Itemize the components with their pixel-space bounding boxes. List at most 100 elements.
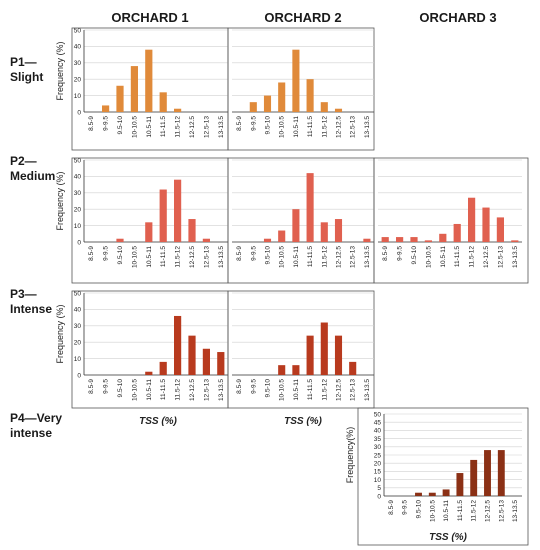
- x-tick-label: 12.5-13: [350, 116, 357, 138]
- bar: [159, 189, 167, 242]
- x-tick-label: 13-13.5: [512, 500, 519, 522]
- x-tick-label: 9.5-10: [265, 116, 272, 135]
- bar: [484, 450, 491, 496]
- y-tick-label: 20: [374, 461, 382, 468]
- x-tick-label: 12-12.5: [189, 116, 196, 138]
- bar: [320, 322, 328, 375]
- bar: [145, 49, 153, 112]
- x-tick-label: 9-9.5: [103, 379, 110, 394]
- x-tick-label: 13-13.5: [364, 246, 371, 268]
- y-tick-label: 0: [77, 372, 81, 379]
- x-axis-title: TSS (%): [284, 416, 322, 427]
- bar: [249, 102, 257, 112]
- x-tick-label: 13-13.5: [218, 246, 225, 268]
- x-tick-label: 9.5-10: [265, 246, 272, 265]
- x-tick-label: 10-10.5: [279, 116, 286, 138]
- y-tick-label: 40: [74, 174, 82, 181]
- x-tick-label: 10-10.5: [131, 246, 138, 268]
- row-label-p4-line2: intense: [10, 426, 52, 440]
- x-tick-label: 13-13.5: [218, 379, 225, 401]
- bar: [349, 361, 357, 375]
- row-labels: P1— Slight P2— Medium P3— Intense P4—Ver…: [10, 55, 62, 440]
- x-tick-label: 12.5-13: [350, 379, 357, 401]
- bar: [116, 238, 124, 242]
- x-tick-label: 8.5-9: [88, 246, 95, 261]
- x-tick-label: 11.5-12: [175, 246, 182, 268]
- column-title-orchard-1: ORCHARD 1: [111, 10, 188, 25]
- x-tick-label: 8.5-9: [236, 379, 243, 394]
- bar: [442, 489, 450, 496]
- bar: [202, 238, 210, 242]
- x-tick-label: 12.5-13: [203, 379, 210, 401]
- x-tick-label: 9-9.5: [103, 246, 110, 261]
- y-axis-title: Frequency (%): [55, 304, 65, 363]
- y-tick-label: 30: [374, 444, 382, 451]
- panel-frame: [227, 27, 375, 151]
- x-tick-label: 13-13.5: [218, 116, 225, 138]
- x-tick-label: 12-12.5: [189, 246, 196, 268]
- x-tick-label: 9.5-10: [416, 500, 423, 519]
- x-tick-label: 9-9.5: [103, 116, 110, 131]
- x-tick-label: 12-12.5: [336, 379, 343, 401]
- x-tick-label: 9-9.5: [397, 246, 404, 261]
- panel-p2-orchard-2: 8.5-9 9-9.5 9.5-10 10-10.5 10.5-11 11-11.5 11.…: [227, 157, 375, 284]
- x-tick-label: 11-11.5: [307, 246, 314, 267]
- y-tick-label: 45: [374, 420, 382, 427]
- row-label-p3-line1: P3—: [10, 287, 37, 301]
- bar: [263, 95, 272, 112]
- x-tick-label: 13-13.5: [364, 379, 371, 401]
- x-tick-label: 11.5-12: [321, 246, 328, 268]
- x-tick-label: 11.5-12: [321, 116, 328, 138]
- x-axis-title: TSS (%): [139, 416, 177, 427]
- x-tick-label: 10-10.5: [131, 379, 138, 401]
- panel-p2-orchard-3: 8.5-9 9-9.5 9.5-10 10-10.5 10.5-11 11-11.5 11.…: [373, 157, 529, 284]
- x-tick-label: 11-11.5: [454, 246, 461, 267]
- bar: [174, 179, 182, 242]
- bar: [188, 335, 196, 375]
- x-axis-title: TSS (%): [429, 532, 467, 543]
- bar: [174, 108, 182, 112]
- bar: [188, 219, 196, 242]
- bar: [428, 492, 436, 496]
- x-tick-label: 11.5-12: [175, 116, 182, 138]
- y-tick-label: 10: [74, 356, 82, 363]
- y-tick-label: 50: [74, 27, 82, 34]
- y-tick-label: 15: [374, 469, 382, 476]
- y-tick-label: 10: [74, 223, 82, 230]
- bar: [263, 238, 272, 242]
- x-tick-label: 11.5-12: [321, 379, 328, 401]
- x-tick-label: 10.5-11: [146, 379, 153, 401]
- x-tick-label: 9.5-10: [117, 379, 124, 398]
- bar: [334, 108, 343, 112]
- x-tick-label: 13-13.5: [512, 246, 519, 268]
- x-tick-label: 11.5-12: [471, 500, 478, 522]
- column-title-orchard-2: ORCHARD 2: [264, 10, 341, 25]
- y-axis-title: Frequency(%): [345, 427, 355, 484]
- x-tick-label: 9-9.5: [402, 500, 409, 515]
- x-tick-label: 10-10.5: [279, 246, 286, 268]
- x-tick-label: 10.5-11: [293, 379, 300, 401]
- bar: [482, 207, 490, 242]
- column-titles: ORCHARD 1 ORCHARD 2 ORCHARD 3: [111, 10, 496, 25]
- x-tick-label: 12-12.5: [336, 116, 343, 138]
- x-tick-label: 10-10.5: [425, 246, 432, 268]
- bar: [174, 315, 182, 375]
- y-tick-label: 10: [74, 93, 82, 100]
- bar: [130, 66, 138, 112]
- x-tick-label: 9.5-10: [117, 246, 124, 265]
- x-tick-label: 12-12.5: [189, 379, 196, 401]
- x-tick-label: 12-12.5: [483, 246, 490, 268]
- y-tick-label: 10: [374, 477, 382, 484]
- panel-p1-orchard-1: 0 10 20 30 40 50 8.5-9 9-9.5 9.5-10 10-10.5 10.5-1…: [55, 27, 229, 151]
- bar: [424, 240, 432, 242]
- bar: [116, 85, 124, 112]
- panel-p2-orchard-1: 0 10 20 30 40 50 8.5-9 9-9.5 9.5-10 10-10.5 10.5-1…: [55, 157, 229, 284]
- x-tick-label: 8.5-9: [236, 246, 243, 261]
- y-tick-label: 20: [74, 77, 82, 84]
- y-tick-label: 30: [74, 323, 82, 330]
- x-tick-label: 9.5-10: [411, 246, 418, 265]
- x-tick-label: 9.5-10: [265, 379, 272, 398]
- bar: [306, 79, 314, 112]
- x-tick-label: 10.5-11: [440, 246, 447, 268]
